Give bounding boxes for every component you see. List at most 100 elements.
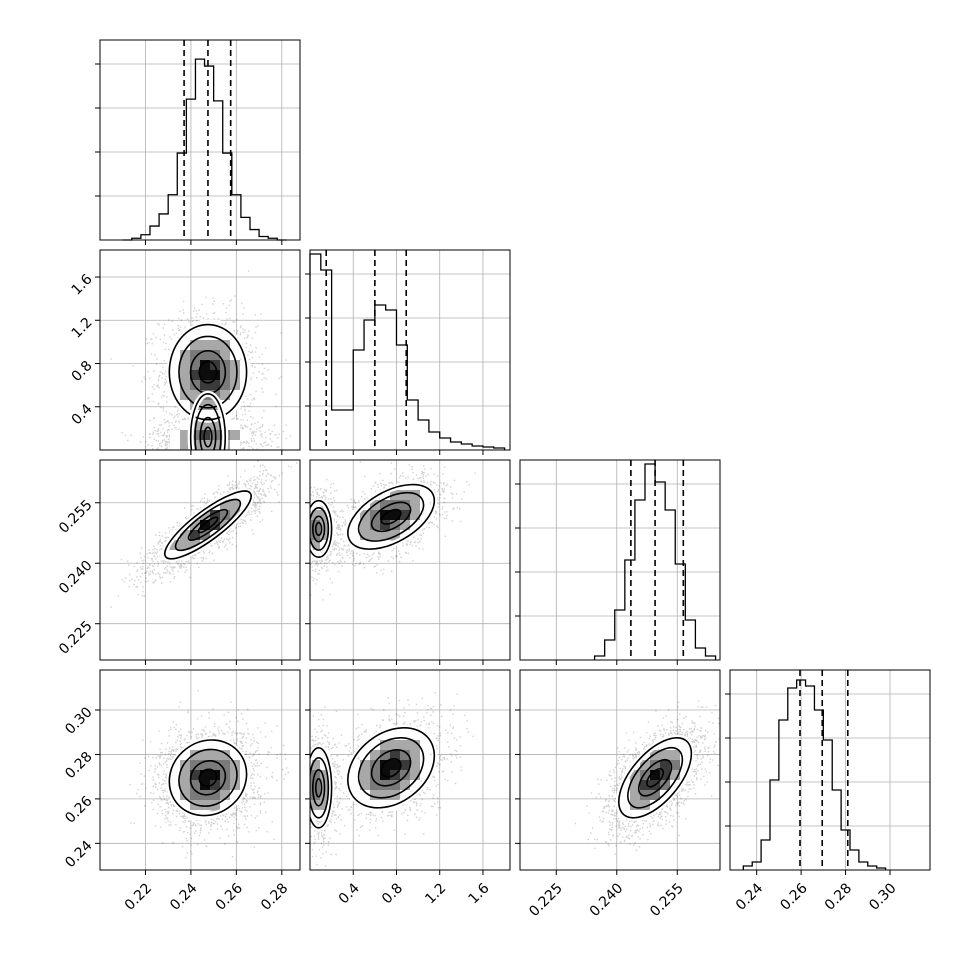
y-tick-label: 1.2 xyxy=(69,315,96,342)
density-cell xyxy=(650,800,661,811)
density-cell xyxy=(200,430,211,441)
density-cell xyxy=(390,730,401,741)
panel-frame xyxy=(309,459,511,661)
density-cell xyxy=(200,740,211,751)
density-cell xyxy=(180,350,191,361)
density-cell xyxy=(190,520,201,531)
x-tick-label: 0.24 xyxy=(167,880,200,913)
density-cell xyxy=(320,530,331,541)
contour-line xyxy=(312,515,326,543)
density-cell xyxy=(670,750,681,761)
density-cell xyxy=(190,350,201,361)
scatter-panel-3-2 xyxy=(515,669,721,875)
density-cell xyxy=(370,740,381,751)
density-cell xyxy=(380,750,391,761)
panel-frame xyxy=(309,249,511,451)
density-cell xyxy=(200,360,211,371)
histogram-panel-1 xyxy=(305,249,511,455)
contour-line xyxy=(380,508,402,525)
density-cell xyxy=(190,380,201,391)
density-cell xyxy=(420,740,431,751)
x-tick-label: 0.8 xyxy=(379,880,406,907)
density-cell xyxy=(220,500,231,511)
scatter-panel-3-1 xyxy=(305,669,511,875)
density-cell xyxy=(230,360,241,371)
density-cell xyxy=(210,520,221,531)
contour-line xyxy=(168,323,248,421)
density-cell xyxy=(210,770,221,781)
density-cell xyxy=(200,330,211,341)
density-cell xyxy=(640,760,651,771)
contour-line xyxy=(163,490,252,560)
density-cell xyxy=(350,770,361,781)
contour-line xyxy=(178,335,238,409)
y-tick-label: 0.30 xyxy=(62,704,95,737)
contour-line xyxy=(198,360,218,384)
density-cell xyxy=(380,520,391,531)
density-cell xyxy=(420,750,431,761)
density-cell xyxy=(170,360,181,371)
density-cell xyxy=(180,800,191,811)
density-cell xyxy=(310,540,321,551)
density-cell xyxy=(410,750,421,761)
contour-line xyxy=(617,736,693,819)
density-cell xyxy=(230,340,241,351)
density-cell xyxy=(410,780,421,791)
x-tick-label: 0.255 xyxy=(647,880,687,920)
panel-frame xyxy=(99,39,301,241)
density-cell xyxy=(400,520,411,531)
contour-line xyxy=(198,768,218,788)
density-cell xyxy=(180,770,191,781)
density-cell xyxy=(200,520,211,531)
contour-line xyxy=(203,426,213,448)
panel-frame xyxy=(519,669,721,871)
density-cell xyxy=(190,790,201,801)
density-cell xyxy=(210,740,221,751)
contour-line xyxy=(178,748,238,807)
contour-line xyxy=(637,758,673,797)
density-cell xyxy=(400,750,411,761)
panel-frame xyxy=(729,669,931,871)
density-cell xyxy=(360,770,371,781)
density-cell xyxy=(220,380,231,391)
y-tick-label: 0.24 xyxy=(62,838,95,871)
density-cell xyxy=(180,440,191,450)
density-cell xyxy=(370,790,381,801)
contour-line xyxy=(174,498,242,552)
density-cell xyxy=(380,510,391,521)
density-cell xyxy=(200,410,211,421)
density-cell xyxy=(370,540,381,551)
density-cell xyxy=(210,400,221,411)
scatter-panel-2-0 xyxy=(95,459,301,665)
density-cell xyxy=(190,370,201,381)
contour-line xyxy=(646,767,665,788)
density-cell xyxy=(370,520,381,531)
density-cell xyxy=(200,370,211,381)
density-cell xyxy=(200,750,211,761)
density-cell xyxy=(360,790,371,801)
density-cell xyxy=(190,390,201,401)
density-cell xyxy=(660,740,671,751)
y-tick-label: 0.255 xyxy=(56,497,96,537)
density-cell xyxy=(190,780,201,791)
density-cell xyxy=(180,780,191,791)
density-cell xyxy=(210,750,221,761)
density-cell xyxy=(200,350,211,361)
density-cell xyxy=(360,780,371,791)
density-cell xyxy=(310,760,321,771)
density-cell xyxy=(190,750,201,761)
density-cell xyxy=(380,740,391,751)
density-cell xyxy=(190,360,201,371)
density-cell xyxy=(200,800,211,811)
density-cell xyxy=(390,520,401,531)
density-cell xyxy=(220,800,231,811)
panel-frame xyxy=(99,249,301,451)
x-tick-label: 1.6 xyxy=(466,880,493,907)
x-tick-label: 0.4 xyxy=(336,880,363,907)
density-cell xyxy=(390,500,401,511)
density-cell xyxy=(220,400,231,411)
density-cell xyxy=(680,760,691,771)
y-tick-label: 0.240 xyxy=(56,558,96,598)
density-cell xyxy=(400,790,411,801)
density-cell xyxy=(660,790,671,801)
